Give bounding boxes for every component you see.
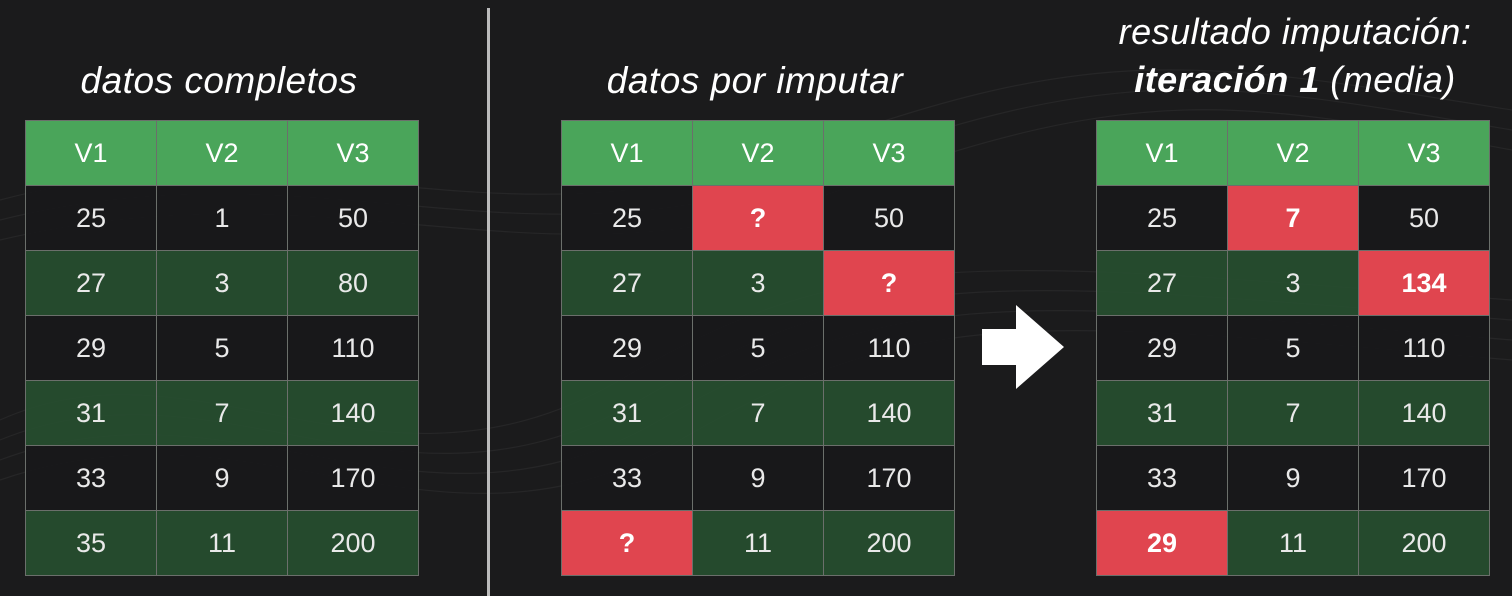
missing-value-cell: ? [823,250,955,316]
table-cell: 27 [1096,250,1228,316]
table-row: 27 3 80 [25,250,419,316]
table-row: 25 7 50 [1096,185,1490,251]
imputed-result-table: V1 V2 V3 25 7 50 27 3 134 29 5 110 31 7 … [1096,120,1490,576]
table-cell: 200 [287,510,419,576]
table-cell: 25 [25,185,157,251]
header-v2: V2 [1227,120,1359,186]
table-cell: 50 [823,185,955,251]
table-cell: 9 [156,445,288,511]
table-cell: 140 [1358,380,1490,446]
header-v3: V3 [823,120,955,186]
header-v1: V1 [561,120,693,186]
result-title: resultado imputación: iteración 1 (media… [1060,8,1512,104]
imputed-value-cell: 134 [1358,250,1490,316]
table-cell: 3 [156,250,288,316]
table-row: 29 11 200 [1096,510,1490,576]
table-cell: 11 [156,510,288,576]
table-cell: 35 [25,510,157,576]
table-cell: 29 [25,315,157,381]
table-cell: 25 [1096,185,1228,251]
table-cell: 25 [561,185,693,251]
table-cell: 50 [287,185,419,251]
table-cell: 50 [1358,185,1490,251]
table-cell: 170 [823,445,955,511]
table-cell: 9 [1227,445,1359,511]
header-v1: V1 [1096,120,1228,186]
table-row: 29 5 110 [1096,315,1490,381]
table-cell: 140 [823,380,955,446]
result-title-method: (media) [1319,59,1456,100]
table-cell: 9 [692,445,824,511]
imputed-value-cell: 29 [1096,510,1228,576]
table-cell: 170 [287,445,419,511]
table-cell: 11 [1227,510,1359,576]
right-arrow-icon [982,305,1064,389]
table-cell: 110 [287,315,419,381]
table-cell: 11 [692,510,824,576]
table-cell: 110 [823,315,955,381]
complete-data-title: datos completos [80,60,358,101]
table-row: 35 11 200 [25,510,419,576]
result-title-line1: resultado imputación: [1118,11,1472,52]
table-cell: 5 [692,315,824,381]
missing-value-cell: ? [561,510,693,576]
table-cell: 31 [25,380,157,446]
missing-value-cell: ? [692,185,824,251]
table-cell: 140 [287,380,419,446]
table-cell: 80 [287,250,419,316]
table-row: 33 9 170 [561,445,955,511]
table-cell: 7 [156,380,288,446]
table-row: 31 7 140 [25,380,419,446]
imputed-value-cell: 7 [1227,185,1359,251]
table-row: 31 7 140 [561,380,955,446]
table-header-row: V1 V2 V3 [561,120,955,186]
table-cell: 110 [1358,315,1490,381]
header-v2: V2 [156,120,288,186]
table-cell: 33 [1096,445,1228,511]
table-cell: 7 [1227,380,1359,446]
header-v3: V3 [1358,120,1490,186]
missing-data-table: V1 V2 V3 25 ? 50 27 3 ? 29 5 110 31 7 14… [561,120,955,576]
header-v1: V1 [25,120,157,186]
table-cell: 29 [1096,315,1228,381]
header-v2: V2 [692,120,824,186]
result-title-line2: iteración 1 (media) [1060,56,1512,104]
table-row: 29 5 110 [25,315,419,381]
table-row: 33 9 170 [25,445,419,511]
table-cell: 170 [1358,445,1490,511]
missing-data-title: datos por imputar [606,60,904,101]
table-cell: 31 [1096,380,1228,446]
table-cell: 27 [561,250,693,316]
complete-data-table: V1 V2 V3 25 1 50 27 3 80 29 5 110 31 7 1… [25,120,419,576]
table-row: 25 ? 50 [561,185,955,251]
table-cell: 5 [156,315,288,381]
table-row: 33 9 170 [1096,445,1490,511]
table-cell: 33 [561,445,693,511]
header-v3: V3 [287,120,419,186]
table-cell: 7 [692,380,824,446]
table-cell: 27 [25,250,157,316]
table-row: 25 1 50 [25,185,419,251]
table-cell: 200 [823,510,955,576]
table-cell: 3 [692,250,824,316]
table-row: 29 5 110 [561,315,955,381]
table-header-row: V1 V2 V3 [25,120,419,186]
table-header-row: V1 V2 V3 [1096,120,1490,186]
panel-divider [487,8,490,596]
table-cell: 3 [1227,250,1359,316]
table-row: 27 3 ? [561,250,955,316]
table-cell: 200 [1358,510,1490,576]
table-cell: 29 [561,315,693,381]
table-cell: 5 [1227,315,1359,381]
table-row: 31 7 140 [1096,380,1490,446]
table-cell: 1 [156,185,288,251]
table-row: ? 11 200 [561,510,955,576]
result-title-iteration: iteración 1 [1134,59,1320,100]
table-cell: 31 [561,380,693,446]
table-row: 27 3 134 [1096,250,1490,316]
table-cell: 33 [25,445,157,511]
